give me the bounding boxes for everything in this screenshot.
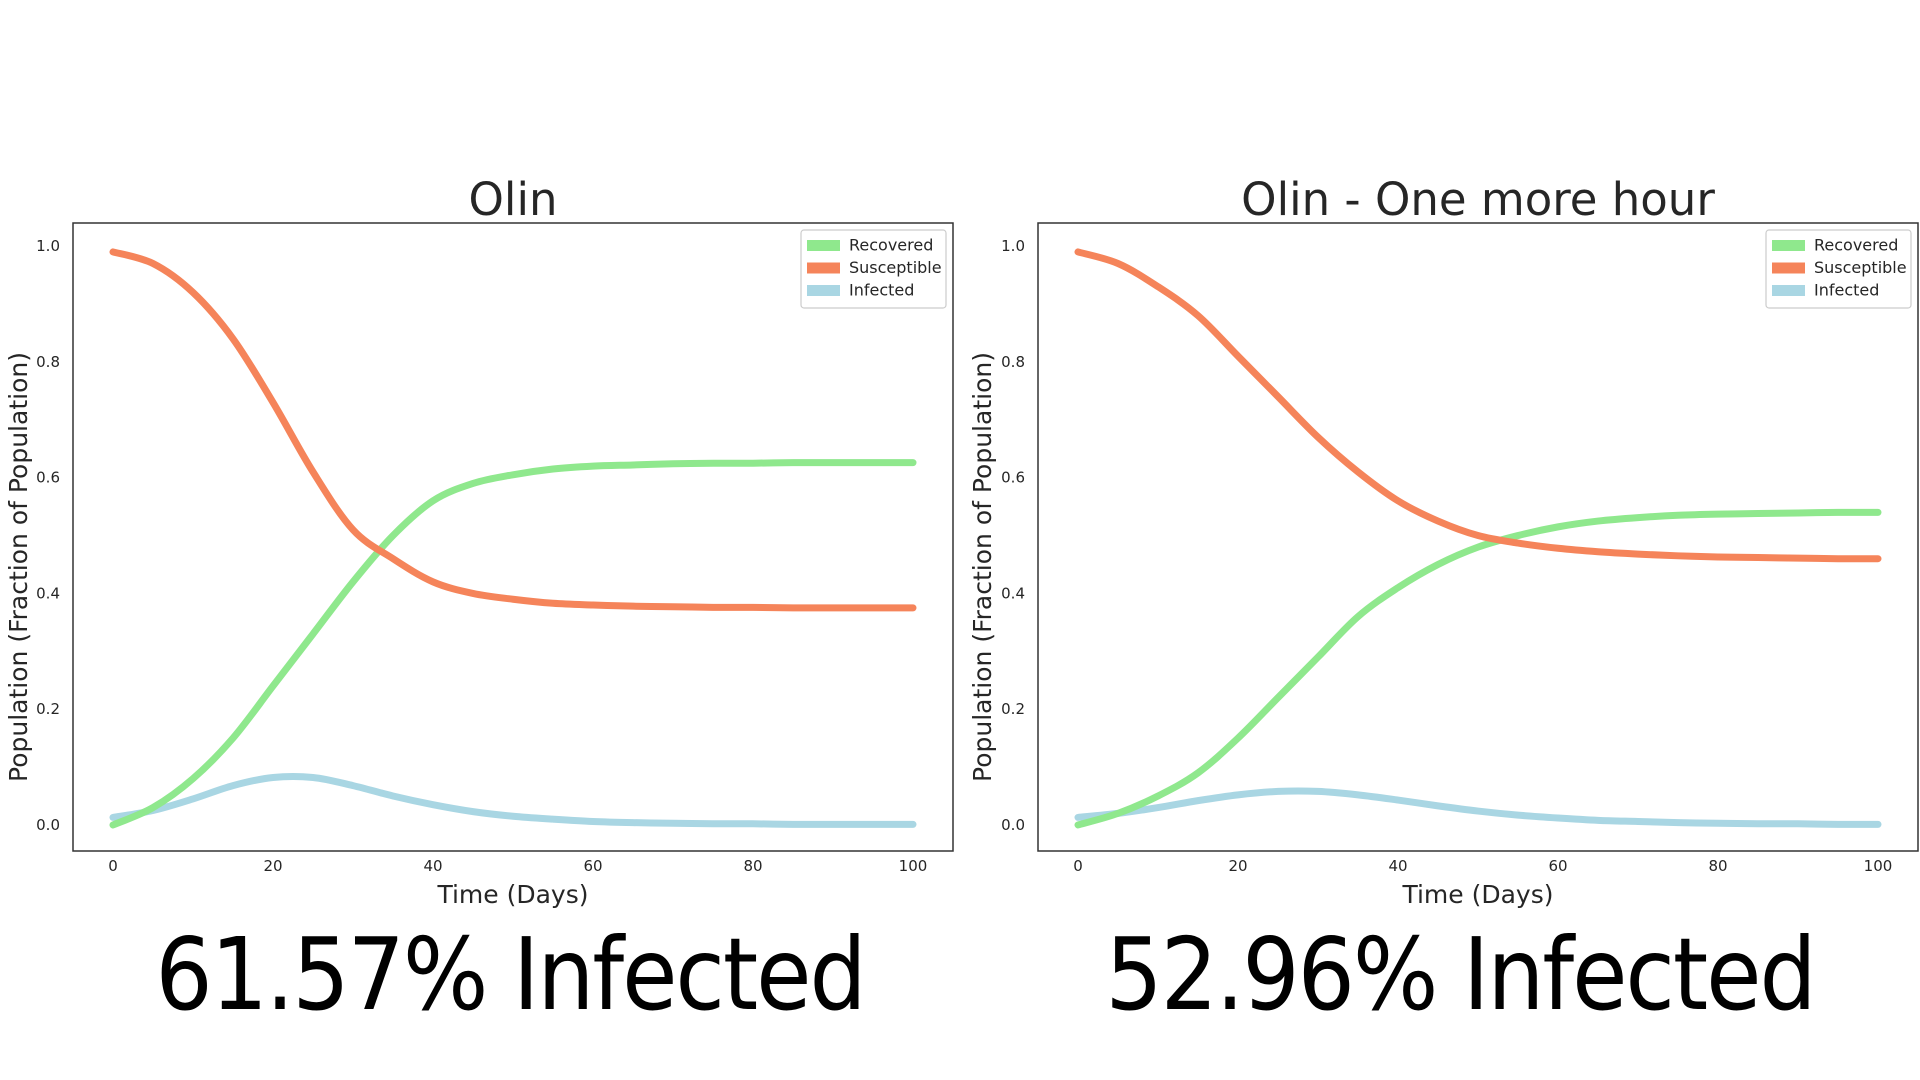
infected-caption-left: 61.57% Infected [155, 916, 866, 1033]
axes-frame [1037, 222, 1919, 852]
axes-frame [72, 222, 954, 852]
legend-label-recovered: Recovered [849, 236, 933, 255]
chart-panel-2: Olin - One more hour 0 20 40 60 80 100 0.0 0.2 0.… [968, 173, 1919, 909]
y-tick-label: 0.4 [1001, 584, 1025, 602]
legend-swatch-recovered [807, 240, 840, 251]
x-axis-label: Time (Days) [1401, 880, 1553, 909]
legend-label-recovered: Recovered [1814, 236, 1898, 255]
x-tick-label: 20 [1228, 857, 1247, 875]
legend-label-susceptible: Susceptible [849, 258, 942, 277]
y-tick-label: 0.4 [36, 584, 60, 602]
x-tick-label: 0 [108, 857, 118, 875]
y-tick-label: 1.0 [1001, 237, 1025, 255]
y-tick-label: 0.0 [1001, 816, 1025, 834]
chart-title: Olin [469, 173, 558, 226]
infected-caption-right: 52.96% Infected [1105, 916, 1816, 1033]
x-tick-label: 40 [423, 857, 442, 875]
legend-label-susceptible: Susceptible [1814, 258, 1907, 277]
legend-swatch-susceptible [807, 262, 840, 274]
x-tick-label: 0 [1073, 857, 1083, 875]
y-tick-label: 0.0 [36, 816, 60, 834]
x-tick-label: 60 [1548, 857, 1567, 875]
series-line-infected [1074, 787, 1882, 828]
series-line-recovered [1074, 508, 1882, 829]
x-tick-label: 80 [1708, 857, 1727, 875]
x-tick-label: 100 [899, 857, 928, 875]
y-tick-label: 0.2 [36, 700, 60, 718]
series-line-susceptible [109, 248, 917, 612]
series-line-recovered [109, 459, 917, 829]
y-axis-label: Population (Fraction of Population) [968, 352, 997, 782]
series-line-susceptible [1074, 248, 1882, 563]
y-tick-label: 0.6 [36, 469, 60, 487]
y-tick-label: 0.6 [1001, 469, 1025, 487]
x-axis-label: Time (Days) [436, 880, 588, 909]
legend-swatch-susceptible [1772, 262, 1805, 274]
legend: Recovered Susceptible Infected [800, 229, 947, 309]
chart-panel-1: Olin 0 20 40 60 80 100 0.0 0.2 0.4 0.6 0.8 1.0 Time (… [4, 173, 954, 909]
x-tick-label: 60 [583, 857, 602, 875]
legend-swatch-recovered [1772, 240, 1805, 251]
legend-swatch-infected [1772, 285, 1805, 296]
legend-label-infected: Infected [1814, 281, 1879, 300]
legend: Recovered Susceptible Infected [1765, 229, 1912, 309]
y-axis-label: Population (Fraction of Population) [4, 352, 33, 782]
y-tick-label: 0.8 [1001, 353, 1025, 371]
chart-title: Olin - One more hour [1241, 173, 1715, 226]
y-tick-label: 1.0 [36, 237, 60, 255]
x-tick-label: 100 [1864, 857, 1893, 875]
x-tick-label: 40 [1388, 857, 1407, 875]
series-line-infected [109, 772, 917, 828]
y-tick-label: 0.8 [36, 353, 60, 371]
legend-label-infected: Infected [849, 281, 914, 300]
x-tick-label: 20 [263, 857, 282, 875]
x-tick-label: 80 [743, 857, 762, 875]
legend-swatch-infected [807, 285, 840, 296]
y-tick-label: 0.2 [1001, 700, 1025, 718]
